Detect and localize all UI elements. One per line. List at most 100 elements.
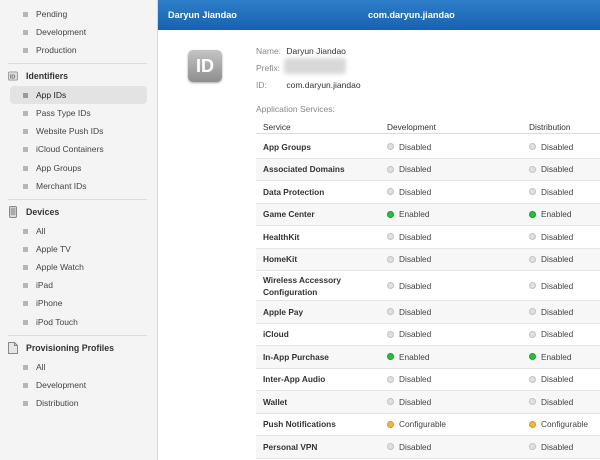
table-row: Associated Domains Disabled Disabled bbox=[256, 158, 600, 181]
page-title: com.daryun.jiandao bbox=[368, 10, 455, 20]
distribution-status: Configurable bbox=[529, 414, 588, 436]
development-status: Disabled bbox=[387, 271, 431, 300]
status-text: Configurable bbox=[399, 419, 447, 430]
sidebar-item-ipad[interactable]: iPad bbox=[10, 276, 147, 294]
header-bar: Daryun Jiandao com.daryun.jiandao bbox=[158, 0, 600, 30]
bullet-icon bbox=[23, 165, 28, 171]
sidebar-item-label: Development bbox=[36, 27, 87, 37]
status-text: Disabled bbox=[541, 396, 574, 407]
service-name: iCloud bbox=[263, 329, 289, 340]
table-row: Push Notifications Configurable Configurab… bbox=[256, 414, 600, 436]
distribution-status: Enabled bbox=[529, 346, 571, 368]
sidebar-item-website-push-ids[interactable]: Website Push IDs bbox=[10, 122, 147, 140]
bullet-icon bbox=[23, 382, 28, 388]
id-value: com.daryun.jiandao bbox=[286, 80, 361, 90]
status-dot-icon bbox=[387, 353, 394, 361]
sidebar-item-apple-watch[interactable]: Apple Watch bbox=[10, 258, 147, 276]
services-title: Application Services: bbox=[256, 104, 335, 114]
sidebar-item-label: Merchant IDs bbox=[36, 181, 87, 191]
table-row: HomeKit Disabled Disabled bbox=[256, 248, 600, 271]
status-dot-icon bbox=[529, 233, 536, 241]
development-status: Disabled bbox=[387, 436, 431, 458]
table-row: Personal VPN Disabled Disabled bbox=[256, 436, 600, 459]
sidebar-item-label: App IDs bbox=[36, 90, 67, 100]
sidebar-section-provisioning-profiles: Provisioning Profiles bbox=[8, 339, 149, 357]
status-text: Enabled bbox=[541, 209, 572, 220]
service-name: Inter-App Audio bbox=[263, 374, 326, 385]
sidebar-item-development[interactable]: Development bbox=[10, 23, 147, 41]
sidebar-item-pass-type-ids[interactable]: Pass Type IDs bbox=[10, 104, 147, 122]
section-title: Provisioning Profiles bbox=[26, 343, 114, 353]
sidebar-item-profiles-distribution[interactable]: Distribution bbox=[10, 394, 147, 412]
status-text: Disabled bbox=[399, 306, 432, 317]
sidebar-item-icloud-containers[interactable]: iCloud Containers bbox=[10, 140, 147, 158]
development-status: Configurable bbox=[387, 414, 446, 436]
distribution-status: Disabled bbox=[529, 436, 573, 458]
status-dot-icon bbox=[529, 210, 536, 218]
development-status: Disabled bbox=[387, 391, 431, 413]
distribution-status: Disabled bbox=[529, 271, 573, 300]
status-dot-icon bbox=[529, 420, 536, 428]
distribution-status: Disabled bbox=[529, 391, 573, 413]
development-status: Enabled bbox=[387, 346, 429, 368]
bullet-icon bbox=[23, 246, 28, 252]
status-dot-icon bbox=[529, 188, 536, 196]
status-dot-icon bbox=[529, 375, 536, 383]
id-icon: ID bbox=[8, 70, 18, 82]
sidebar: Pending Development Production ID Identi… bbox=[0, 0, 158, 460]
distribution-status: Disabled bbox=[529, 301, 573, 323]
sidebar-item-label: iPod Touch bbox=[36, 317, 78, 327]
sidebar-item-merchant-ids[interactable]: Merchant IDs bbox=[10, 177, 147, 195]
status-dot-icon bbox=[529, 353, 536, 361]
table-row: Wallet Disabled Disabled bbox=[256, 391, 600, 414]
sidebar-item-production[interactable]: Production bbox=[10, 41, 147, 59]
bullet-icon bbox=[23, 47, 28, 53]
sidebar-item-label: Production bbox=[36, 45, 77, 55]
development-status: Disabled bbox=[387, 249, 431, 271]
bullet-icon bbox=[23, 11, 28, 17]
sidebar-item-apple-tv[interactable]: Apple TV bbox=[10, 240, 147, 258]
status-text: Enabled bbox=[541, 351, 572, 362]
sidebar-item-app-groups[interactable]: App Groups bbox=[10, 159, 147, 177]
header-user-name: Daryun Jiandao bbox=[168, 10, 237, 20]
sidebar-section-devices: Devices bbox=[8, 203, 149, 221]
device-icon bbox=[8, 206, 18, 218]
table-row: Game Center Enabled Enabled bbox=[256, 203, 600, 226]
bullet-icon bbox=[23, 264, 28, 270]
table-row: Apple Pay Disabled Disabled bbox=[256, 301, 600, 324]
status-text: Disabled bbox=[541, 441, 574, 452]
service-name: Wallet bbox=[263, 396, 288, 407]
development-status: Enabled bbox=[387, 204, 429, 226]
table-header: Service Development Distribution bbox=[256, 120, 600, 134]
sidebar-item-app-ids[interactable]: App IDs bbox=[10, 86, 147, 104]
sidebar-item-devices-all[interactable]: All bbox=[10, 222, 147, 240]
bullet-icon bbox=[23, 128, 28, 134]
sidebar-item-profiles-development[interactable]: Development bbox=[10, 376, 147, 394]
status-dot-icon bbox=[529, 330, 536, 338]
service-name: Game Center bbox=[263, 209, 315, 220]
name-row: Name: Daryun Jiandao bbox=[256, 46, 346, 56]
id-label: ID: bbox=[256, 80, 267, 90]
sidebar-item-pending[interactable]: Pending bbox=[10, 5, 147, 23]
distribution-status: Disabled bbox=[529, 136, 573, 158]
sidebar-item-label: Website Push IDs bbox=[36, 126, 104, 136]
status-text: Disabled bbox=[399, 280, 432, 291]
service-name: HealthKit bbox=[263, 231, 300, 242]
sidebar-item-ipod-touch[interactable]: iPod Touch bbox=[10, 313, 147, 331]
status-dot-icon bbox=[529, 165, 536, 173]
distribution-status: Disabled bbox=[529, 249, 573, 271]
sidebar-item-iphone[interactable]: iPhone bbox=[10, 294, 147, 312]
table-row: iCloud Disabled Disabled bbox=[256, 324, 600, 346]
status-text: Enabled bbox=[399, 209, 430, 220]
status-text: Disabled bbox=[399, 186, 432, 197]
status-dot-icon bbox=[387, 233, 394, 241]
development-status: Disabled bbox=[387, 136, 431, 158]
development-status: Disabled bbox=[387, 226, 431, 248]
svg-text:ID: ID bbox=[10, 74, 16, 80]
sidebar-item-label: Development bbox=[36, 380, 87, 390]
bullet-icon bbox=[23, 92, 28, 98]
status-text: Disabled bbox=[399, 396, 432, 407]
bullet-icon bbox=[23, 183, 28, 189]
sidebar-item-label: Distribution bbox=[36, 398, 79, 408]
sidebar-item-profiles-all[interactable]: All bbox=[10, 358, 147, 376]
